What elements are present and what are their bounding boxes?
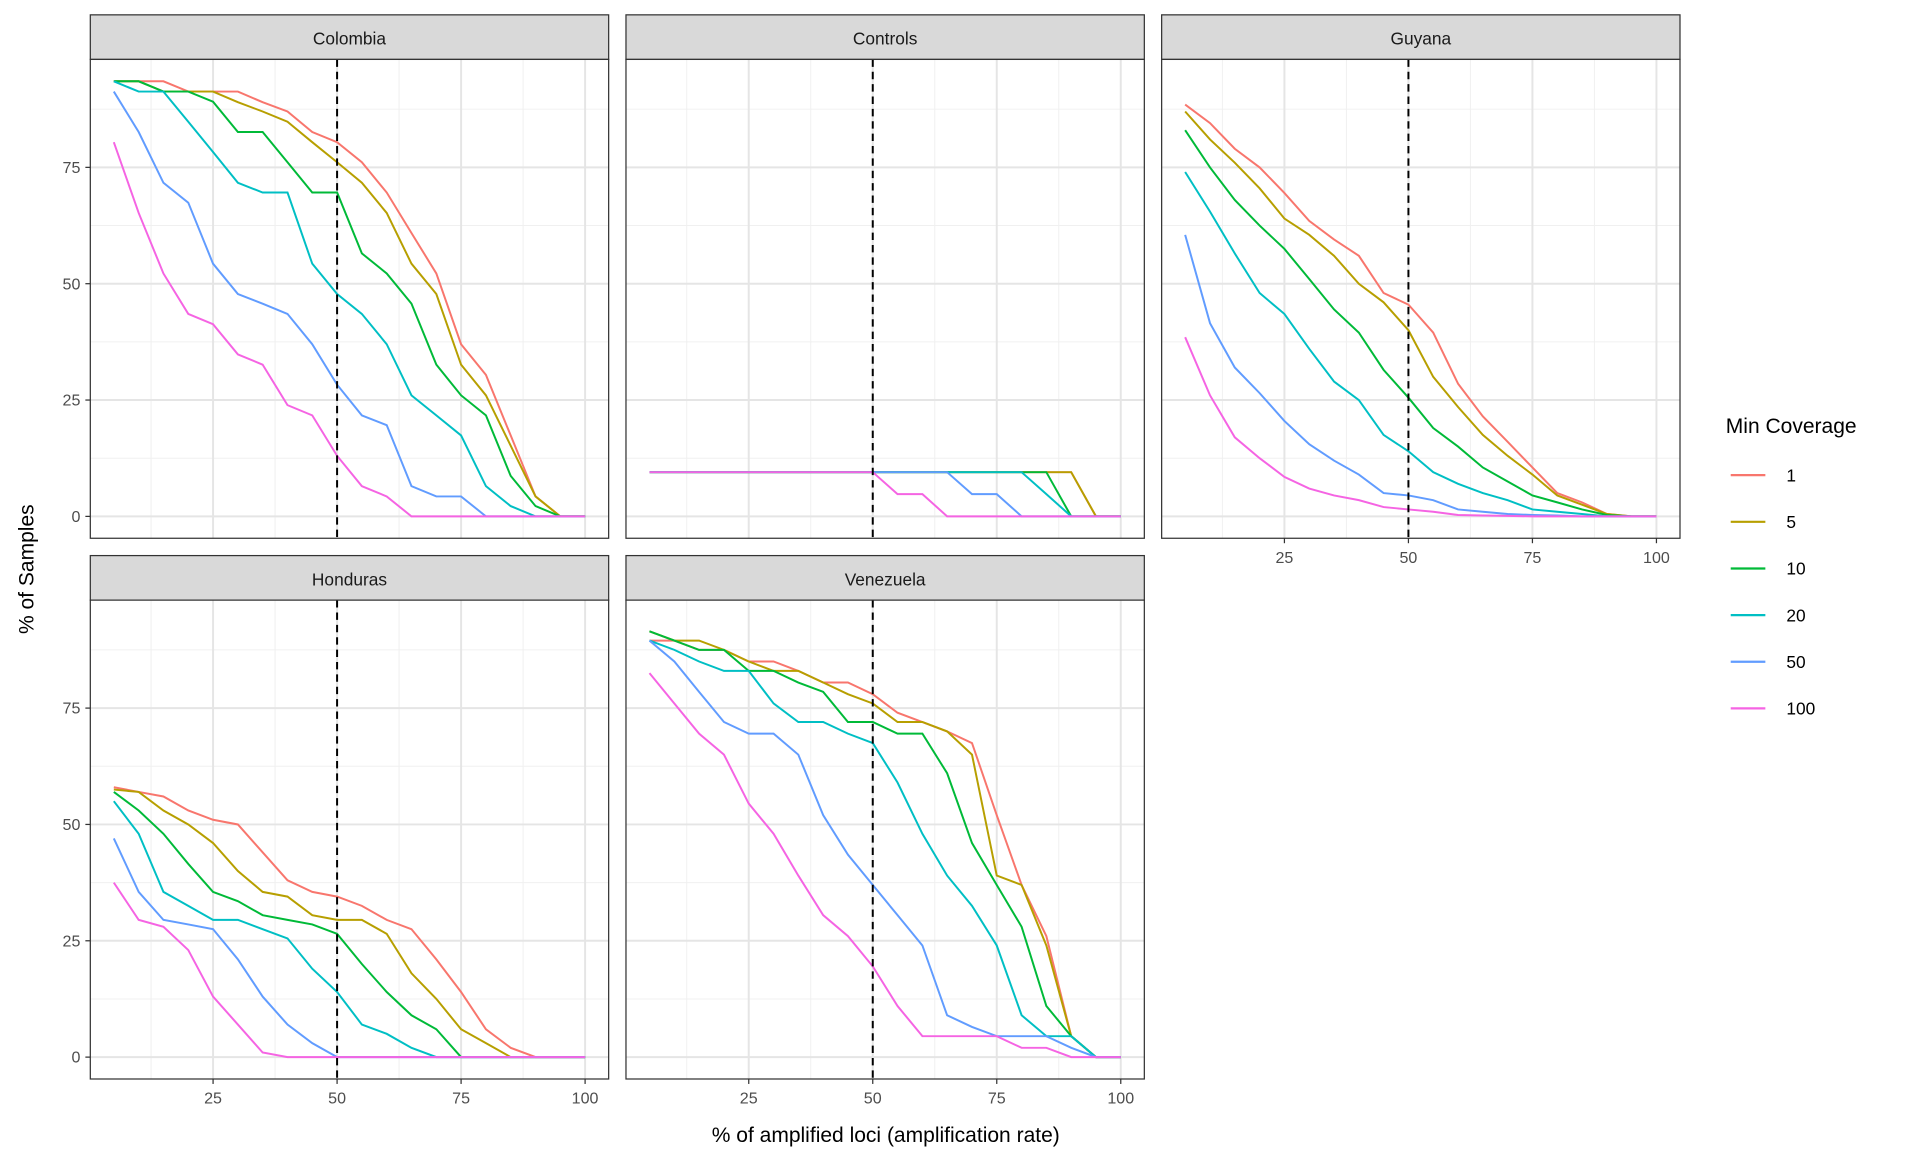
legend-label-20: 20 [1786,605,1805,625]
x-tick-label: 100 [1643,549,1670,567]
series-line-10 [113,80,586,518]
x-tick-label: 25 [1275,549,1293,567]
y-tick-label: 75 [63,700,81,718]
y-axis-title: % of Samples [15,504,38,634]
panel-venezuela: Venezuela 25 50 75 100 [625,554,1145,1108]
strip-title: Venezuela [845,569,926,589]
panel-background [625,59,1145,539]
series-line-100 [649,471,1121,518]
panel-background [1161,59,1680,539]
panel-background [625,600,1145,1079]
series-line-5 [113,788,586,1059]
y-tick-label: 25 [63,392,81,410]
x-tick-label: 100 [572,1090,599,1108]
panel-guyana: Guyana 25 50 75 100 [1161,14,1681,567]
series-line-5 [1184,110,1657,518]
series-line-1 [1184,103,1657,518]
strip-background [89,554,610,601]
series-line-100 [112,882,586,1059]
x-tick-label: 25 [740,1090,758,1108]
y-tick-label: 50 [63,816,81,834]
legend-label-50: 50 [1786,652,1805,672]
x-tick-label: 50 [1399,549,1417,567]
strip-title: Colombia [313,29,386,49]
series-line-1 [113,786,586,1059]
strip-title: Guyana [1391,29,1452,49]
strip-title: Honduras [312,569,387,589]
y-tick-label: 0 [71,508,80,526]
x-tick-label: 25 [204,1090,222,1108]
legend-label-1: 1 [1786,465,1796,485]
panel-border [625,58,1145,539]
panel-controls: Controls [625,14,1145,539]
panel-border [625,599,1145,1080]
y-tick-label: 50 [63,275,81,293]
x-tick-label: 100 [1107,1090,1134,1108]
x-tick-label: 75 [988,1090,1006,1108]
x-axis-title: % of amplified loci (amplification rate) [712,1124,1060,1147]
legend-title: Min Coverage [1726,415,1857,438]
series-line-100 [112,141,586,518]
series-line-20 [649,639,1121,1059]
series-line-50 [648,639,1121,1059]
series-line-10 [1184,129,1657,518]
strip-background [1161,14,1681,61]
panel-border [89,58,610,539]
legend-label-100: 100 [1786,699,1815,719]
x-tick-label: 50 [328,1090,346,1108]
panel-border [1161,58,1681,539]
series-line-5 [113,80,586,518]
y-tick-label: 75 [63,159,81,177]
series-line-5 [649,630,1121,1059]
strip-title: Controls [853,29,918,49]
series-line-100 [648,672,1121,1059]
y-tick-label: 0 [71,1049,80,1067]
legend: Min Coverage 1 5 10 20 50 100 [1726,415,1857,719]
x-tick-label: 50 [864,1090,882,1108]
strip-background [89,14,610,61]
panel-background [90,59,609,539]
y-tick-label: 25 [63,932,81,950]
panel-honduras: Honduras 0 25 50 75 25 50 75 100 [63,554,610,1108]
panel-colombia: Colombia 0 25 50 75 [63,14,610,539]
panel-border [89,599,610,1080]
x-tick-label: 75 [452,1090,470,1108]
strip-background [625,14,1145,61]
series-line-20 [113,80,586,518]
legend-label-5: 5 [1786,512,1796,532]
series-line-20 [1184,171,1657,518]
legend-label-10: 10 [1786,559,1805,579]
series-line-100 [1184,336,1657,518]
x-tick-label: 75 [1523,549,1541,567]
series-line-10 [649,630,1121,1059]
